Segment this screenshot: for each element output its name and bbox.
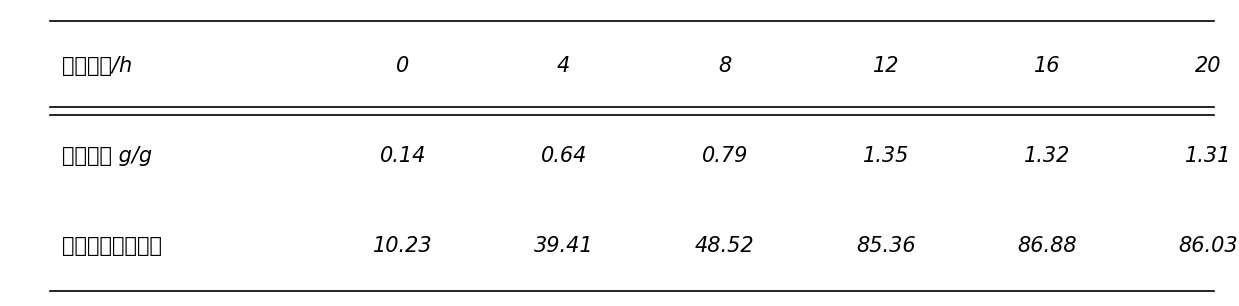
Text: 多糖浓度 g/g: 多糖浓度 g/g	[62, 146, 152, 166]
Text: 20: 20	[1194, 56, 1222, 76]
Text: 10.23: 10.23	[373, 236, 432, 256]
Text: 48.52: 48.52	[695, 236, 755, 256]
Text: 4: 4	[558, 56, 570, 76]
Text: 0.14: 0.14	[379, 146, 426, 166]
Text: 发酵时间/h: 发酵时间/h	[62, 56, 133, 76]
Text: 39.41: 39.41	[534, 236, 593, 256]
Text: 8: 8	[719, 56, 731, 76]
Text: 1.31: 1.31	[1184, 146, 1232, 166]
Text: 12: 12	[872, 56, 900, 76]
Text: 0.79: 0.79	[701, 146, 748, 166]
Text: 16: 16	[1033, 56, 1061, 76]
Text: 0.64: 0.64	[540, 146, 587, 166]
Text: 86.88: 86.88	[1017, 236, 1077, 256]
Text: 85.36: 85.36	[856, 236, 916, 256]
Text: 86.03: 86.03	[1178, 236, 1238, 256]
Text: 1.35: 1.35	[862, 146, 909, 166]
Text: 多糖占沉淀物的比: 多糖占沉淀物的比	[62, 236, 162, 256]
Text: 0: 0	[396, 56, 409, 76]
Text: 1.32: 1.32	[1023, 146, 1070, 166]
